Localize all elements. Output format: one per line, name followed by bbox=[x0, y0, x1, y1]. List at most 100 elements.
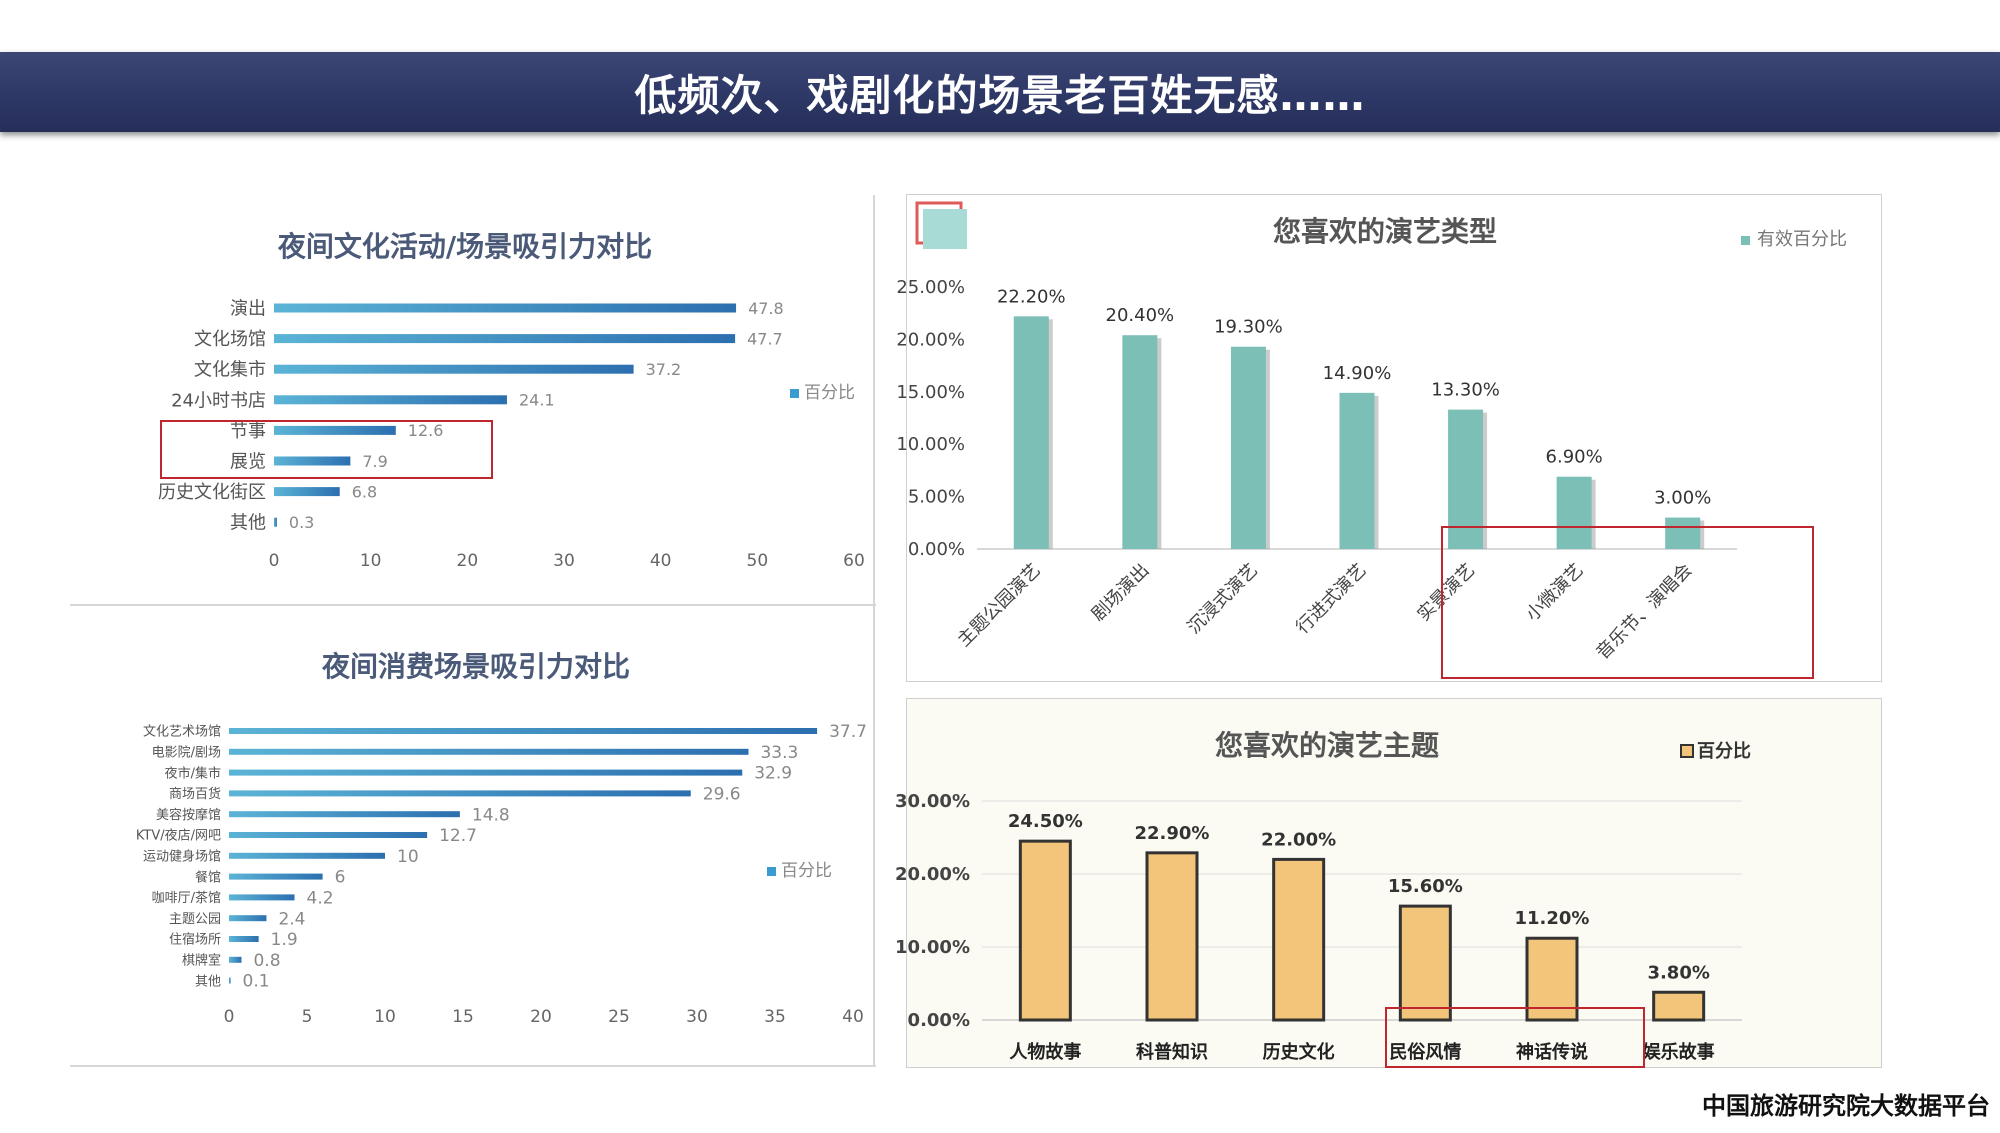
x-tick-label: 40 bbox=[842, 1007, 864, 1027]
bar bbox=[229, 811, 460, 818]
bar bbox=[229, 936, 259, 942]
value-label: 19.30% bbox=[1214, 317, 1283, 338]
category-label: 主题公园 bbox=[169, 912, 221, 927]
divider-left-bottom bbox=[70, 1065, 876, 1067]
legend-swatch bbox=[790, 389, 799, 398]
x-tick-label: 25 bbox=[608, 1007, 630, 1027]
category-label: 咖啡厅/茶馆 bbox=[152, 890, 221, 906]
legend-label: 有效百分比 bbox=[1757, 229, 1847, 250]
value-label: 29.6 bbox=[703, 785, 741, 805]
header-banner: 低频次、戏剧化的场景老百姓无感…… bbox=[0, 52, 2000, 132]
source-footer: 中国旅游研究院大数据平台 bbox=[1702, 1092, 1990, 1120]
y-tick-label: 10.00% bbox=[896, 434, 965, 455]
x-tick-label: 0 bbox=[224, 1007, 235, 1027]
x-tick-label: 10 bbox=[374, 1007, 396, 1027]
y-tick-label: 30.00% bbox=[895, 791, 970, 812]
category-label: 娱乐故事 bbox=[1643, 1041, 1715, 1063]
value-label: 33.3 bbox=[760, 743, 798, 763]
bar bbox=[1230, 346, 1266, 549]
category-label: 演出 bbox=[230, 298, 266, 319]
value-label: 7.9 bbox=[362, 452, 387, 471]
bar bbox=[229, 915, 267, 922]
y-tick-label: 0.00% bbox=[908, 539, 965, 560]
bar bbox=[1525, 936, 1579, 1022]
y-tick-label: 20.00% bbox=[895, 864, 970, 885]
value-label: 3.80% bbox=[1647, 962, 1709, 983]
y-tick-label: 25.00% bbox=[896, 277, 965, 298]
bar bbox=[1339, 392, 1375, 549]
bar bbox=[1556, 476, 1592, 549]
value-label: 24.1 bbox=[519, 391, 555, 410]
bar bbox=[1665, 517, 1701, 549]
value-label: 47.7 bbox=[747, 329, 783, 348]
legend-label: 百分比 bbox=[781, 861, 832, 881]
category-label: 历史文化街区 bbox=[158, 482, 266, 503]
x-tick-label: 15 bbox=[452, 1007, 474, 1027]
value-label: 15.60% bbox=[1388, 876, 1463, 897]
y-tick-label: 20.00% bbox=[896, 329, 965, 350]
x-tick-label: 20 bbox=[457, 551, 479, 571]
value-label: 3.00% bbox=[1654, 488, 1711, 509]
bar bbox=[274, 425, 396, 435]
value-label: 32.9 bbox=[754, 764, 792, 784]
value-label: 13.30% bbox=[1431, 380, 1500, 401]
value-label: 0.1 bbox=[243, 972, 270, 992]
bar bbox=[229, 748, 749, 755]
value-label: 20.40% bbox=[1106, 305, 1175, 326]
x-tick-label: 10 bbox=[360, 551, 382, 571]
y-tick-label: 15.00% bbox=[896, 382, 965, 403]
chart-title: 您喜欢的演艺类型 bbox=[1273, 215, 1497, 248]
chart-title: 夜间消费场景吸引力对比 bbox=[321, 650, 630, 683]
category-label: 24小时书店 bbox=[171, 390, 266, 411]
highlight-box-themes bbox=[1385, 1007, 1645, 1068]
category-label: 主题公园演艺 bbox=[954, 560, 1045, 651]
x-tick-label: 30 bbox=[553, 551, 575, 571]
value-label: 47.8 bbox=[748, 299, 784, 318]
value-label: 1.9 bbox=[271, 930, 298, 950]
bar bbox=[274, 487, 340, 497]
bar bbox=[1122, 335, 1158, 549]
value-label: 12.6 bbox=[408, 421, 444, 440]
page-title: 低频次、戏剧化的场景老百姓无感…… bbox=[634, 70, 1366, 120]
category-label: 展览 bbox=[230, 451, 266, 472]
bar bbox=[1018, 839, 1072, 1022]
category-label: 民俗风情 bbox=[1389, 1041, 1461, 1063]
bar bbox=[274, 364, 634, 374]
value-label: 10 bbox=[397, 847, 419, 867]
category-label: 其他 bbox=[195, 974, 221, 989]
category-label: 节事 bbox=[230, 421, 266, 442]
bar bbox=[274, 334, 736, 344]
bar bbox=[229, 956, 242, 963]
category-label: 沉浸式演艺 bbox=[1183, 560, 1261, 638]
bar bbox=[274, 456, 351, 466]
bar bbox=[229, 832, 428, 838]
corner-decoration-fill bbox=[923, 209, 967, 249]
show-types-svg: 您喜欢的演艺类型 0.00% 5.00% 10.00% 15.00% 20.00% 25.0… bbox=[896, 201, 1847, 664]
legend-label: 百分比 bbox=[804, 383, 855, 403]
y-tick-label: 0.00% bbox=[908, 1010, 970, 1031]
bar bbox=[274, 395, 507, 405]
legend-swatch bbox=[1741, 236, 1750, 245]
value-label: 12.7 bbox=[439, 826, 477, 846]
value-label: 2.4 bbox=[278, 909, 305, 929]
x-tick-label: 60 bbox=[843, 551, 865, 571]
x-tick-label: 40 bbox=[650, 551, 672, 571]
bar bbox=[229, 852, 385, 859]
category-label: 历史文化 bbox=[1263, 1041, 1335, 1063]
legend-swatch bbox=[767, 867, 776, 876]
legend-swatch bbox=[1680, 744, 1694, 758]
chart-show-types: 您喜欢的演艺类型 0.00% 5.00% 10.00% 15.00% 20.00% 25.0… bbox=[896, 194, 1882, 682]
value-label: 37.2 bbox=[646, 360, 682, 379]
bar bbox=[274, 517, 277, 527]
value-label: 0.8 bbox=[253, 951, 280, 971]
bar bbox=[229, 873, 323, 880]
category-label: 夜市/集市 bbox=[165, 765, 221, 781]
category-label: 人物故事 bbox=[1009, 1041, 1081, 1063]
bar bbox=[1448, 409, 1484, 549]
x-tick-label: 35 bbox=[764, 1007, 786, 1027]
highlight-box-types bbox=[1441, 526, 1814, 679]
divider-left-horizontal bbox=[70, 604, 876, 606]
category-label: 文化场馆 bbox=[194, 329, 266, 350]
value-label: 11.20% bbox=[1515, 908, 1590, 929]
chart-show-themes: 您喜欢的演艺主题 0.00% 10.00% 20.00% 30.00% 24.50% 人物故… bbox=[895, 698, 1882, 1068]
